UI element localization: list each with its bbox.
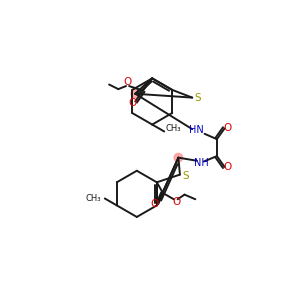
Text: O: O <box>172 197 180 207</box>
Text: S: S <box>182 171 189 181</box>
Text: HN: HN <box>190 125 204 135</box>
Text: CH₃: CH₃ <box>85 194 101 203</box>
Text: NH: NH <box>194 158 209 168</box>
Text: O: O <box>123 77 132 87</box>
Text: S: S <box>194 93 201 103</box>
Text: CH₃: CH₃ <box>166 124 181 133</box>
Text: O: O <box>224 162 232 172</box>
Circle shape <box>174 153 183 162</box>
Circle shape <box>131 89 140 98</box>
Text: O: O <box>150 199 159 209</box>
Text: O: O <box>128 98 136 108</box>
Text: O: O <box>224 123 232 134</box>
